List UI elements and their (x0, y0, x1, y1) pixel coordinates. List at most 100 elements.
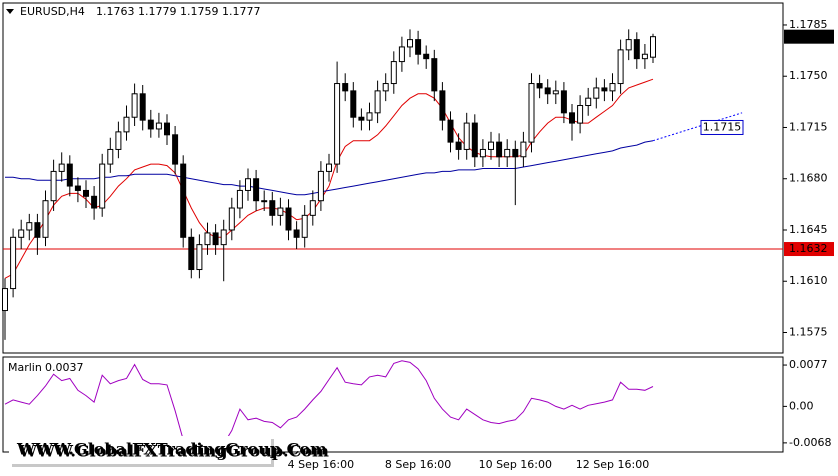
x-tick-label: 4 Sep 16:00 (288, 458, 354, 471)
y-tick-label: 1.1575 (789, 325, 828, 338)
candle-body (196, 244, 203, 271)
x-tick-label: 12 Sep 16:00 (576, 458, 649, 471)
price-box (784, 29, 834, 44)
candle-body (407, 39, 413, 48)
candle-body (528, 83, 535, 143)
candle-body (455, 141, 462, 150)
candle-body (34, 222, 41, 238)
candle-body (398, 46, 405, 63)
y-tick-label: 1.1785 (789, 18, 828, 31)
candle-body (74, 185, 81, 191)
level-box (784, 242, 834, 257)
candle-body (415, 39, 422, 55)
candle-body (91, 195, 98, 209)
candle-body (366, 112, 373, 121)
candle-body (447, 119, 454, 143)
candle-body (107, 148, 114, 165)
candle-body (131, 93, 138, 118)
candle-body (650, 36, 656, 58)
symbol-title: EURUSD,H4 (20, 5, 85, 18)
main-panel (2, 2, 784, 354)
y-tick-label: 0.00 (789, 399, 814, 412)
candle-body (277, 207, 284, 216)
candle-body (10, 236, 17, 290)
candle-body (544, 87, 551, 95)
watermark-box (9, 436, 271, 464)
candle-body (569, 112, 575, 124)
candle-body (358, 116, 365, 121)
y-tick-label: 1.1680 (789, 172, 828, 185)
price-label: 1.1777 (789, 30, 828, 43)
candle-body (552, 90, 559, 95)
candle-body (317, 170, 324, 202)
marker-box (700, 119, 744, 135)
candle-body (26, 222, 33, 231)
candle-body (609, 83, 616, 92)
candle-body (245, 178, 251, 191)
candle-body (625, 39, 632, 51)
y-tick-label: 1.1645 (789, 223, 828, 236)
candle-body (188, 236, 195, 271)
candle-body (512, 148, 519, 158)
candle-body (293, 229, 300, 238)
candle-body (560, 90, 567, 114)
candle-body (520, 141, 527, 158)
level-label: 1.1632 (789, 242, 828, 255)
candle-body (212, 232, 219, 246)
candle-body (641, 53, 648, 60)
candle-body (463, 122, 470, 150)
x-tick-label: 8 Sep 16:00 (385, 458, 451, 471)
x-tick-label: 10 Sep 16:00 (479, 458, 552, 471)
candle-body (285, 207, 292, 231)
candle-body (2, 288, 8, 312)
candle-body (66, 163, 73, 187)
candle-body (471, 122, 478, 158)
candle-body (479, 148, 486, 158)
candle-body (504, 148, 511, 158)
marker-label: 1.1715 (703, 120, 742, 133)
menu-icon[interactable] (6, 9, 14, 14)
moving-average (4, 78, 654, 279)
moving-average (652, 112, 743, 142)
candle-body (115, 131, 122, 150)
y-tick-label: 0.0077 (789, 358, 828, 371)
candle-body (617, 49, 624, 85)
candle-body (269, 200, 276, 216)
candle-body (593, 87, 600, 99)
candle-body (488, 141, 494, 150)
candle-body (261, 200, 268, 203)
candle-body (180, 163, 187, 238)
indicator-line (4, 360, 654, 450)
ohlc-close: 1.1777 (222, 5, 261, 18)
y-tick-label: 1.1715 (789, 120, 828, 133)
candle-body (326, 163, 332, 172)
candle-body (236, 189, 243, 209)
candle-body (342, 83, 349, 92)
y-tick-label: 1.1750 (789, 69, 828, 82)
candle-body (577, 105, 584, 124)
y-tick-label: 1.1610 (789, 274, 828, 287)
candle-body (164, 122, 170, 136)
candle-body (50, 170, 57, 202)
candle-body (83, 189, 89, 197)
watermark: WWW.GlobalFXTradingGroup.Com (16, 440, 327, 459)
candle-body (309, 200, 316, 216)
candle-body (601, 87, 608, 92)
candle-body (155, 122, 162, 130)
candle-body (139, 93, 146, 121)
candle-body (253, 178, 260, 202)
candle-body (301, 214, 308, 238)
candle-body (228, 207, 235, 231)
candle-body (536, 83, 543, 89)
candle-body (439, 90, 446, 121)
candle-body (390, 61, 397, 85)
candle-body (99, 163, 106, 209)
candle-body (172, 134, 179, 165)
candle-body (334, 83, 341, 165)
candle-body (382, 83, 389, 92)
y-tick-label: -0.0068 (789, 436, 831, 449)
candle-body (42, 200, 49, 238)
candle-body (204, 232, 211, 246)
